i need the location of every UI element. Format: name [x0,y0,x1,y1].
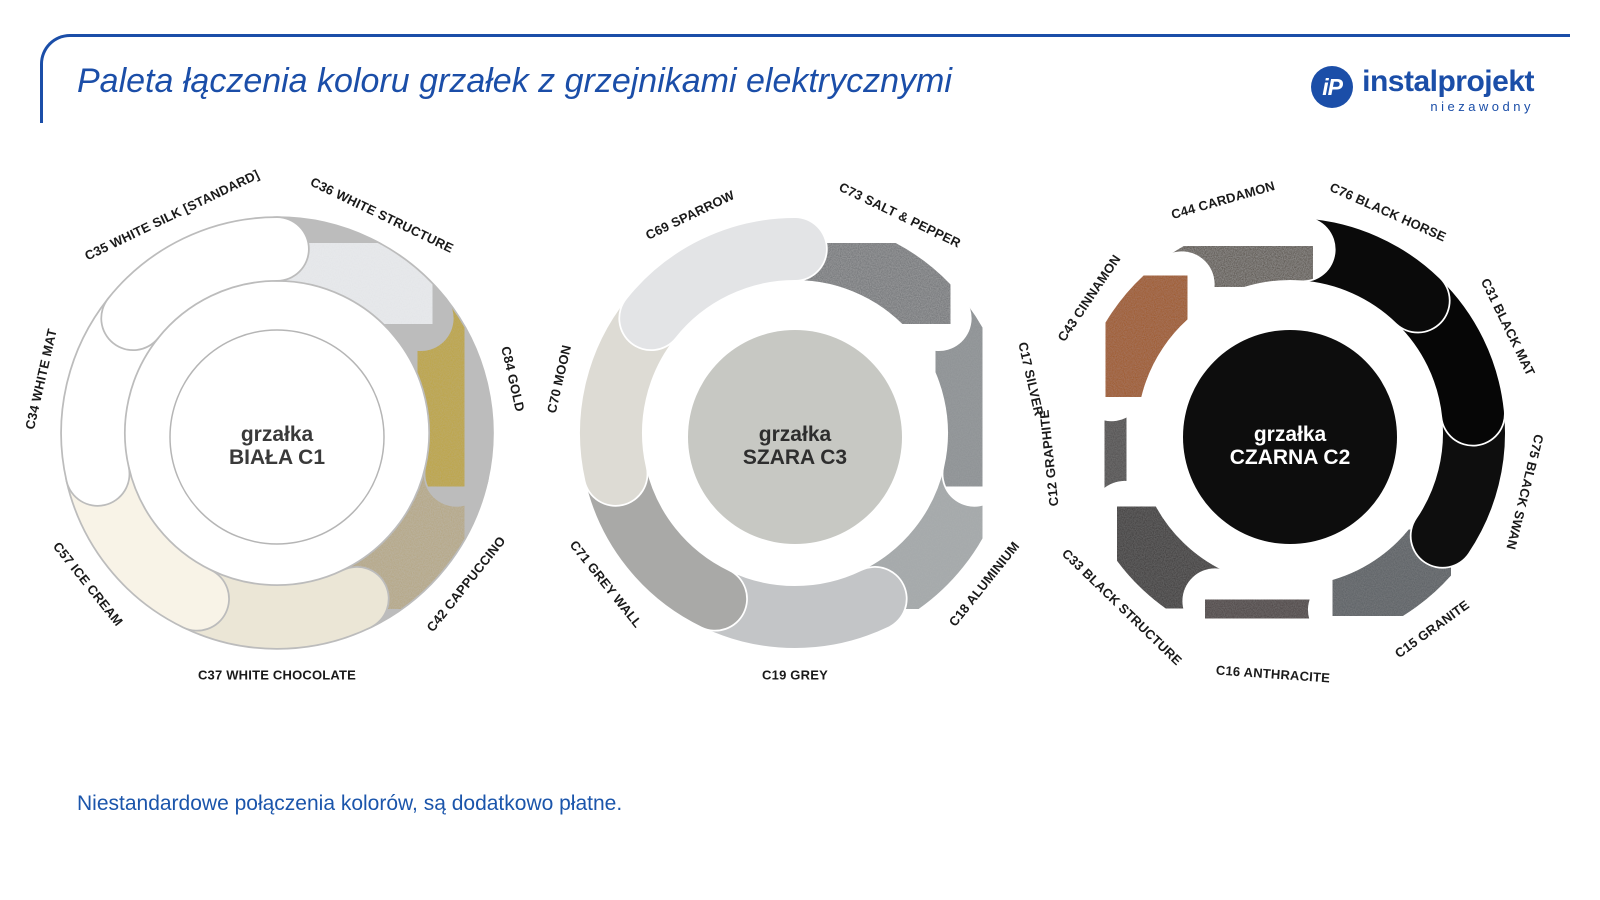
segment-outline-c35-white-silk-standard [100,216,310,352]
segment-outline-c17-silver [906,285,1012,507]
segment-arc-c84-gold [389,287,492,505]
segment-arc-c16-anthracite [1184,570,1372,648]
segment-label-c37-white-chocolate: C37 WHITE CHOCOLATE [197,667,357,683]
segment-arc-c34-white-mat [62,287,165,505]
segment-arc-c19-grey [684,567,906,648]
segment-label-c75-black-swan: C75 BLACK SWAN [1503,432,1547,551]
segment-outline-c19-grey [682,566,908,650]
segment-label-c16-anthracite: C16 ANTHRACITE [1215,662,1331,686]
segment-label-c69-sparrow: C69 SPARROW [643,187,737,243]
segment-outline-c33-black-structure [1091,480,1248,634]
segment-label-c36-white-structure: C36 WHITE STRUCTURE [308,174,456,256]
segment-arc-c17-silver [907,287,1010,505]
segment-outline-c12-graphite [1073,355,1158,547]
segment-outline-c43-cinnamon [1078,251,1215,422]
segment-label-c34-white-mat: C34 WHITE MAT [22,327,60,431]
segment-label-c12-graphite: C12 GRAPHITE [1036,409,1062,508]
segment-arc-c37-white-chocolate [166,567,388,648]
segment-outline-c31-black-mat [1385,267,1506,447]
brand-logo: iP instalprojekt niezawodny [1311,66,1534,114]
segment-outline-c18-aluminium [842,441,1008,632]
segment-label-c31-black-mat: C31 BLACK MAT [1477,275,1538,378]
segment-outline-c73-salt-pepper [762,216,972,352]
segment-arc-c43-cinnamon [1080,253,1213,420]
segment-label-c73-salt-pepper: C73 SALT & PEPPER [836,179,964,251]
center-caption-line2: BIAŁA C1 [228,446,326,469]
segment-label-c15-granite: C15 GRANITE [1392,596,1473,661]
center-circle-szara-c3 [688,330,902,544]
center-caption-szara-c3: grzałka SZARA C3 [743,423,847,469]
segment-arc-c18-aluminium [843,442,1006,630]
segment-label-c42-cappuccino: C42 CAPPUCCINO [423,533,509,635]
palette-ring-czarna-c2 [1073,216,1507,650]
palette-ring-szara-c3 [578,216,1012,650]
page-title: Paleta łączenia koloru grzałek z grzejni… [77,62,952,100]
segment-label-c57-ice-cream: C57 ICE CREAM [49,538,126,629]
segment-label-c19-grey: C19 GREY [762,667,828,683]
segment-label-c76-black-horse: C76 BLACK HORSE [1327,179,1449,245]
logo-brand-name: instalprojekt [1362,65,1534,98]
center-caption-line2: CZARNA C2 [1229,446,1351,469]
segment-arc-c44-cardamon [1150,218,1334,316]
segment-label-c44-cardamon: C44 CARDAMON [1169,178,1277,223]
segment-label-c35-white-silk-standard: C35 WHITE SILK [STANDARD] [82,166,262,264]
segment-label-c17-silver: C17 SILVER [1015,340,1047,418]
segment-arc-c36-white-structure [246,218,452,350]
center-caption-biala-c1: grzałka BIAŁA C1 [229,423,325,469]
logo-monogram-icon: iP [1311,66,1354,108]
segment-arc-c71-grey-wall [584,442,747,630]
center-circle-czarna-c2 [1183,330,1397,544]
segment-arc-c69-sparrow [620,218,826,350]
palette-ring-biala-c1 [60,216,494,650]
segment-arc-c42-cappuccino [325,442,488,630]
segment-label-c33-black-structure: C33 BLACK STRUCTURE [1058,545,1185,669]
segment-outline-c69-sparrow [618,216,828,352]
segment-outline-c76-black-horse [1270,216,1451,334]
segment-arc-c12-graphite [1075,357,1156,545]
segment-arc-c57-ice-cream [66,442,229,630]
segment-outline-c16-anthracite [1182,568,1374,650]
footer-note: Niestandardowe połączenia kolorów, są do… [77,792,623,815]
segment-arc-c15-granite [1309,504,1474,641]
segment-outline-c15-granite [1307,503,1476,643]
segment-outline-c34-white-mat [60,285,166,507]
logo-tagline: niezawodny [1430,99,1534,114]
segment-label-c84-gold: C84 GOLD [498,344,528,414]
segment-outline-c75-black-swan [1409,381,1507,569]
center-caption-line2: SZARA C3 [742,446,848,469]
segment-arc-c33-black-structure [1093,482,1247,633]
segment-label-c43-cinnamon: C43 CINNAMON [1054,251,1124,344]
center-caption-line1: grzałka [240,423,314,446]
center-caption-line1: grzałka [1253,423,1327,446]
segment-outline-c36-white-structure [244,216,454,352]
segment-outline-c37-white-chocolate [164,566,390,650]
segment-outline-c71-grey-wall [582,441,748,632]
segment-label-c18-aluminium: C18 ALUMINIUM [945,538,1023,630]
segment-arc-c31-black-mat [1386,269,1504,445]
center-caption-czarna-c2: grzałka CZARNA C2 [1230,423,1351,469]
segment-arc-c35-white-silk-standard [102,218,308,350]
segment-outline-c70-moon [578,285,684,507]
center-circle-biala-c1 [169,329,385,545]
segment-outline-c57-ice-cream [64,441,230,632]
segment-outline-c44-cardamon [1149,216,1336,317]
segment-outline-c42-cappuccino [324,441,490,632]
logo-text: instalprojekt niezawodny [1362,65,1534,115]
center-caption-line1: grzałka [758,423,832,446]
segment-arc-c76-black-horse [1271,218,1449,332]
segment-label-c71-grey-wall: C71 GREY WALL [566,537,646,631]
segment-arc-c70-moon [580,287,683,505]
segment-label-c70-moon: C70 MOON [543,343,575,415]
segment-outline-c84-gold [388,285,494,507]
segment-arc-c75-black-swan [1411,382,1505,567]
segment-arc-c73-salt-pepper [764,218,970,350]
